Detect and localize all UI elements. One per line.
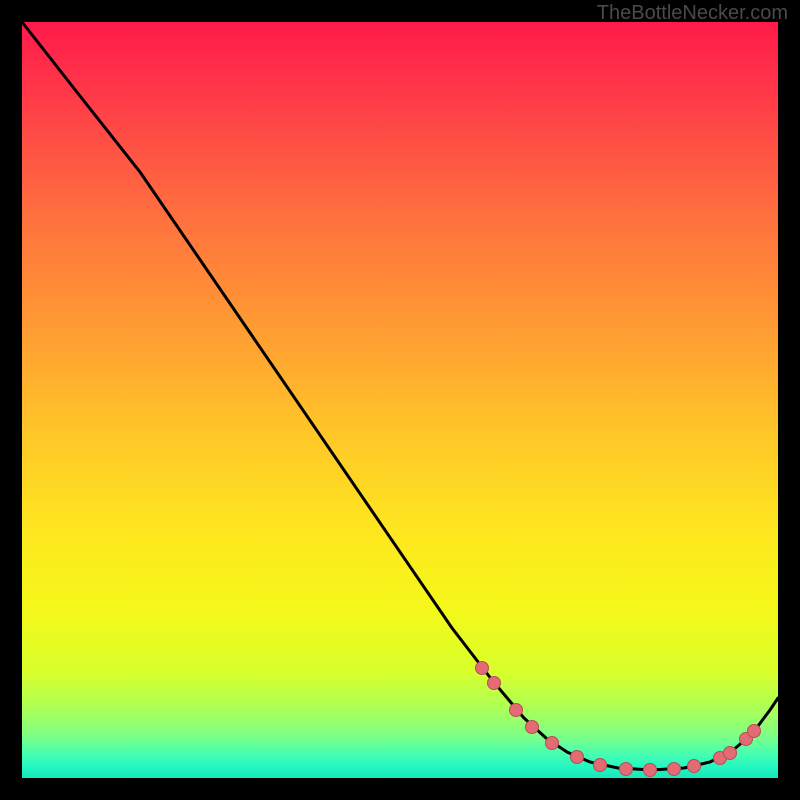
- watermark-text: TheBottleNecker.com: [597, 2, 788, 25]
- data-marker: [510, 704, 523, 717]
- data-marker: [476, 662, 489, 675]
- data-marker: [724, 747, 737, 760]
- bottleneck-curve: [22, 22, 778, 770]
- data-marker: [688, 760, 701, 773]
- data-marker: [668, 763, 681, 776]
- data-marker: [488, 677, 501, 690]
- plot-area: [22, 22, 778, 778]
- data-marker: [594, 759, 607, 772]
- curve-layer: [22, 22, 778, 778]
- data-marker: [571, 751, 584, 764]
- data-marker: [644, 764, 657, 777]
- data-marker: [526, 721, 539, 734]
- data-marker: [748, 725, 761, 738]
- data-marker: [620, 763, 633, 776]
- data-marker: [546, 737, 559, 750]
